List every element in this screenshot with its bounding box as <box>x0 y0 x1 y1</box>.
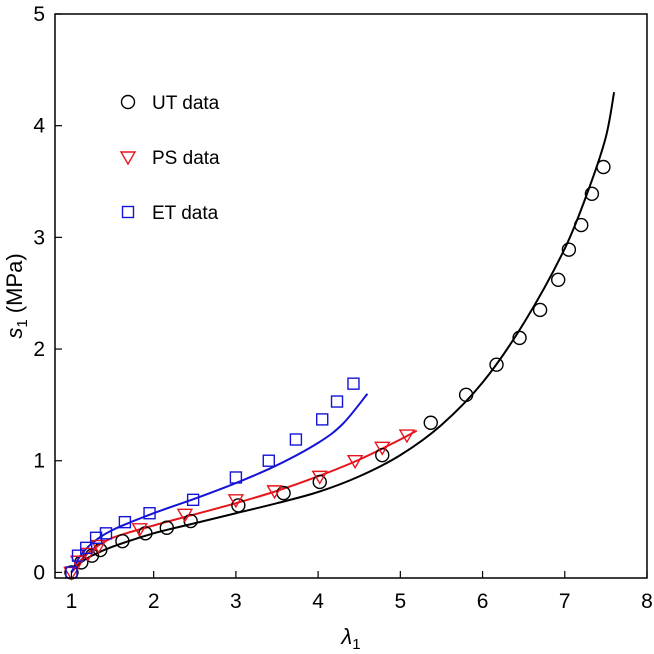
data-point <box>574 217 589 233</box>
data-point <box>90 539 107 555</box>
plot-frame <box>54 13 648 579</box>
legend-marker <box>120 94 136 110</box>
y-tick-label: 2 <box>33 338 45 361</box>
y-axis-label-unit: (MPa) <box>2 253 27 319</box>
data-point <box>99 527 113 540</box>
fit-curve <box>70 393 369 573</box>
data-point <box>227 494 245 509</box>
fit-curve <box>70 91 616 574</box>
data-point <box>596 159 611 175</box>
fit-curve <box>70 429 418 574</box>
data-point <box>115 533 130 549</box>
data-point <box>289 433 303 446</box>
x-tick-label: 3 <box>230 590 242 613</box>
data-point <box>489 357 504 372</box>
x-tick-label: 1 <box>66 590 78 613</box>
data-point <box>312 474 327 490</box>
x-axis-label: λ1 <box>340 624 360 653</box>
data-point <box>346 455 364 470</box>
data-point <box>131 523 148 538</box>
data-point <box>159 520 175 535</box>
data-point <box>458 387 474 403</box>
legend-label: PS data <box>152 148 220 169</box>
data-point <box>347 377 360 390</box>
legend-marker <box>121 205 135 219</box>
x-tick-label: 8 <box>641 590 653 613</box>
legend-marker <box>119 151 137 166</box>
y-axis-label: s1 (MPa) <box>2 253 31 338</box>
y-tick-label: 5 <box>33 3 45 26</box>
data-point <box>551 272 566 288</box>
data-point <box>316 413 329 426</box>
y-tick-label: 0 <box>33 561 45 584</box>
data-point <box>423 415 438 430</box>
series-square <box>65 377 360 579</box>
legend-label: ET data <box>152 203 219 224</box>
legend: UT data PS data ET data <box>119 93 220 224</box>
data-point <box>69 555 87 570</box>
data-point <box>186 493 200 507</box>
data-point <box>262 454 275 467</box>
fit-curves <box>70 91 616 574</box>
data-points <box>63 159 611 581</box>
y-axis-label-symbol: s <box>2 328 27 339</box>
data-point <box>229 471 243 484</box>
data-point <box>532 302 548 318</box>
y-tick-label: 4 <box>33 115 45 138</box>
series-triangle-down <box>63 429 416 581</box>
x-tick-label: 7 <box>559 590 571 613</box>
x-tick-label: 6 <box>477 590 489 613</box>
data-point <box>118 515 132 529</box>
y-tick-label: 1 <box>33 450 45 473</box>
data-point <box>231 498 246 513</box>
data-point <box>512 330 527 346</box>
y-axis-label-subscript: 1 <box>14 319 31 327</box>
data-point <box>79 547 97 562</box>
data-point <box>375 447 390 463</box>
x-tick-label: 4 <box>312 590 324 613</box>
data-point <box>330 395 344 408</box>
legend-item: PS data <box>119 148 220 169</box>
x-axis-label-symbol: λ <box>340 624 352 649</box>
data-point <box>374 441 391 456</box>
legend-item: ET data <box>121 203 219 224</box>
data-point <box>561 242 577 257</box>
data-point <box>398 429 416 444</box>
legend-item: UT data <box>120 93 220 114</box>
data-point <box>80 541 93 555</box>
data-point <box>143 507 156 520</box>
data-point <box>266 485 283 500</box>
x-tick-label: 2 <box>148 590 160 613</box>
data-point <box>176 508 194 523</box>
data-point <box>71 549 85 562</box>
data-point <box>584 186 600 202</box>
data-point <box>311 470 328 485</box>
legend-label: UT data <box>152 93 220 114</box>
x-axis-label-subscript: 1 <box>352 636 360 653</box>
data-point <box>183 513 198 529</box>
data-point <box>89 531 103 544</box>
x-tick-label: 5 <box>394 590 406 613</box>
y-tick-label: 3 <box>33 226 45 249</box>
